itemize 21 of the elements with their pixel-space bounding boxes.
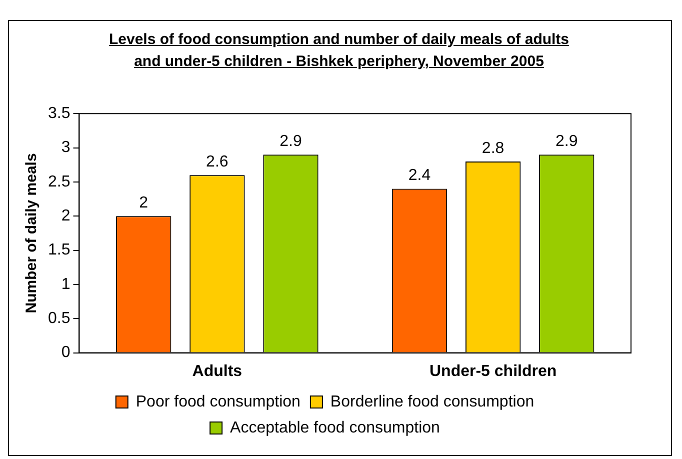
y-tick-label: 0.5 bbox=[48, 310, 70, 328]
y-tick-label: 2 bbox=[61, 208, 70, 225]
legend-label: Borderline food consumption bbox=[330, 393, 534, 410]
y-tick-label: 3 bbox=[61, 139, 70, 156]
y-tick-label: 1 bbox=[61, 276, 70, 293]
y-tick-label: 2.5 bbox=[48, 173, 70, 190]
data-label: 2.9 bbox=[280, 133, 302, 150]
data-label: 2.6 bbox=[206, 154, 228, 171]
y-tick-label: 0 bbox=[61, 344, 70, 362]
y-tick-label: 3.5 bbox=[48, 105, 70, 122]
x-tick-label: Adults bbox=[192, 362, 242, 380]
legend-label: Acceptable food consumption bbox=[230, 419, 440, 436]
data-label: 2.8 bbox=[482, 140, 504, 157]
y-tick-label: 1.5 bbox=[48, 242, 70, 259]
data-label: 2.4 bbox=[408, 167, 431, 184]
y-axis-title: Number of daily meals bbox=[23, 153, 40, 314]
data-label: 2.9 bbox=[556, 133, 578, 150]
legend-label: Poor food consumption bbox=[136, 393, 300, 410]
chart-title: Levels of food consumption and number of daily meals of adults and under-5 children - Bishkek periphery, November 2005 bbox=[108, 30, 570, 72]
x-tick-label: Under-5 children bbox=[429, 362, 557, 380]
data-label: 2 bbox=[139, 194, 148, 212]
